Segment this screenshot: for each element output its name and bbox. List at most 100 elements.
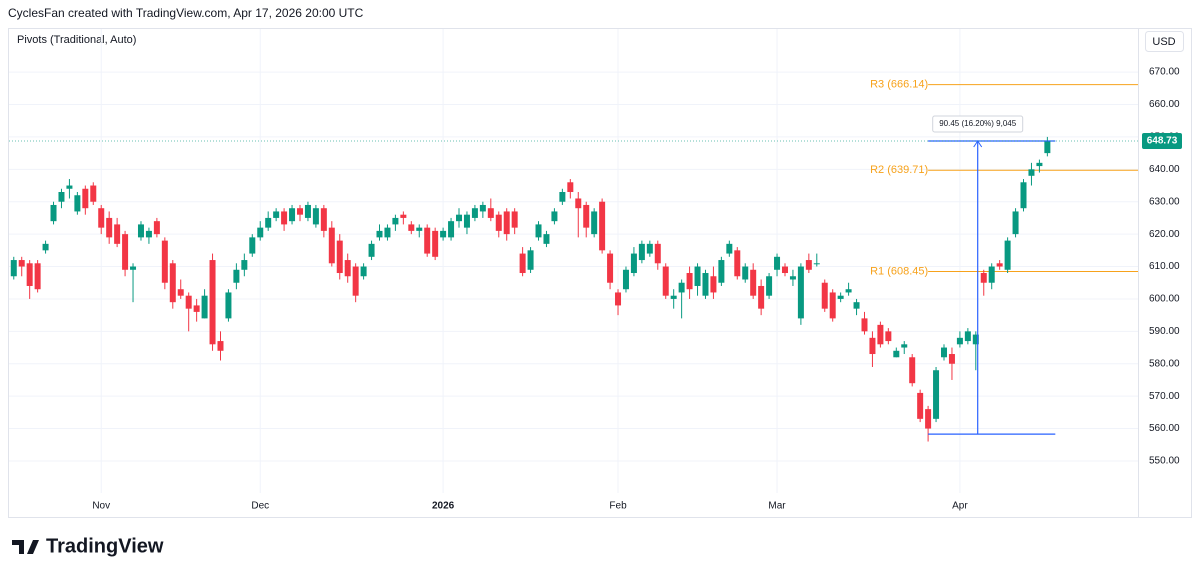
candle-body: [941, 347, 948, 358]
candle-body: [758, 285, 765, 309]
candle-body: [686, 273, 693, 290]
indicator-label: Pivots (Traditional, Auto): [17, 34, 136, 46]
candle-body: [1004, 240, 1011, 270]
candle-body: [972, 334, 979, 345]
candle-body: [869, 337, 876, 355]
candle-body: [161, 240, 168, 283]
currency[interactable]: USD: [1152, 36, 1175, 48]
candle-body: [304, 204, 311, 218]
x-tick-label: Nov: [92, 501, 110, 512]
candle-body: [678, 282, 685, 293]
candle-body: [82, 188, 89, 209]
chart-frame: [8, 28, 1192, 518]
candle-body: [185, 295, 192, 309]
candle-body: [646, 243, 653, 254]
candle-body: [217, 341, 224, 351]
candle-body: [392, 217, 399, 225]
candle-body: [789, 276, 796, 280]
x-tick-label: Mar: [768, 501, 786, 512]
y-tick-label: 660.00: [1149, 99, 1180, 110]
candle-body: [694, 266, 701, 286]
candle-body: [495, 214, 502, 231]
candle-body: [583, 204, 590, 228]
candle-body: [90, 185, 97, 202]
plot: 550.00 560.00 570.00 580.00 590.00 600.00 610.…: [9, 29, 1182, 512]
candle-body: [861, 318, 868, 332]
candle-body: [177, 289, 184, 296]
candle-body: [543, 234, 550, 244]
candle-body: [535, 224, 542, 238]
candle-body: [352, 266, 359, 296]
x-tick-label: 2026: [432, 501, 455, 512]
candle-body: [996, 263, 1003, 267]
x-tick-label: Dec: [251, 501, 269, 512]
header: CyclesFan created with TradingView.com, …: [8, 6, 364, 20]
candle-body: [956, 337, 963, 345]
candle-body: [384, 227, 391, 238]
candle-body: [734, 250, 741, 277]
candle-body: [130, 266, 137, 270]
candle-body: [559, 192, 566, 202]
y-tick-label: 630.00: [1149, 196, 1180, 207]
candle-body: [368, 243, 375, 257]
currency-box[interactable]: [1145, 31, 1184, 52]
candle-body: [575, 198, 582, 209]
candle-body: [750, 269, 757, 296]
candle-body: [988, 266, 995, 283]
candle-body: [479, 204, 486, 212]
candle-body: [551, 211, 558, 222]
candle-body: [829, 292, 836, 319]
candle-body: [726, 243, 733, 254]
candle-body: [225, 292, 232, 319]
candle-body: [289, 208, 296, 222]
candle-body: [519, 253, 526, 274]
y-tick-label: 610.00: [1149, 261, 1180, 272]
candle-body: [909, 357, 916, 384]
candle-body: [718, 260, 725, 283]
candle-body: [964, 331, 971, 342]
candle-body: [925, 409, 932, 429]
candle-body: [26, 263, 33, 286]
y-tick-label: 550.00: [1149, 456, 1180, 467]
x-tick-label: Apr: [952, 501, 968, 512]
candle-body: [106, 217, 113, 238]
candle-body: [400, 214, 407, 218]
candle-body: [98, 208, 105, 228]
candle-body: [821, 282, 828, 309]
candle-body: [591, 211, 598, 235]
candle-body: [66, 185, 73, 189]
candle-body: [615, 292, 622, 306]
candle-body: [320, 208, 327, 231]
y-tick-label: 620.00: [1149, 229, 1180, 240]
candle-body: [344, 260, 351, 277]
candle-body: [805, 260, 812, 270]
candle-body: [630, 253, 637, 274]
candle-body: [336, 240, 343, 274]
candle-body: [503, 211, 510, 235]
candle-body: [877, 324, 884, 345]
candle-body: [193, 305, 200, 312]
candle-body: [710, 276, 717, 293]
candle-body: [471, 208, 478, 218]
candle-body: [10, 260, 17, 277]
candle-body: [1044, 141, 1051, 154]
candle-body: [463, 214, 470, 228]
candle-body: [34, 263, 41, 290]
candle-body: [599, 201, 606, 251]
candle-body: [853, 302, 860, 309]
candle-body: [567, 182, 574, 192]
candle-body: [408, 224, 415, 231]
candle-body: [74, 195, 81, 212]
candle-body: [670, 295, 677, 299]
candle-body: [201, 295, 208, 319]
candle-body: [933, 370, 940, 419]
candle-body: [328, 227, 335, 264]
candle-body: [137, 224, 144, 238]
logo: TradingView: [12, 535, 164, 557]
measure-label: 90.45 (16.20%) 9,045: [939, 119, 1016, 128]
y-tick-label: 570.00: [1149, 391, 1180, 402]
candle-body: [654, 243, 661, 264]
candle-body: [742, 266, 749, 280]
candle-body: [1020, 182, 1027, 209]
